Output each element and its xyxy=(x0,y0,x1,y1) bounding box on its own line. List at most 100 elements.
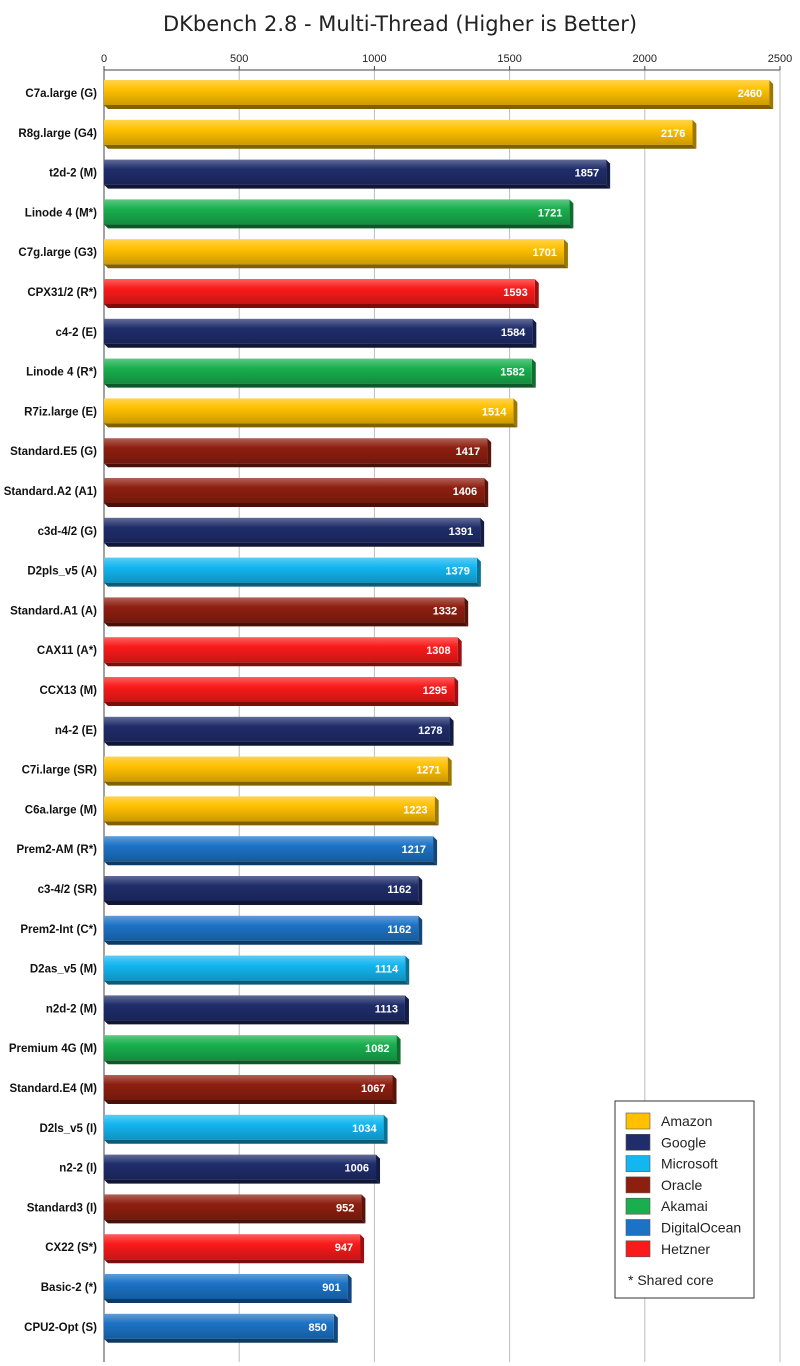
value-label: 1162 xyxy=(387,924,411,936)
value-label: 1271 xyxy=(416,765,440,777)
bar xyxy=(104,398,518,428)
bar-front-face xyxy=(104,1035,397,1061)
legend-swatch xyxy=(625,1197,651,1215)
legend-swatch xyxy=(625,1240,651,1258)
legend-item: Oracle xyxy=(625,1176,702,1194)
bar-front-face xyxy=(104,1313,334,1339)
legend-swatch xyxy=(625,1176,651,1194)
bar-side-face xyxy=(360,1234,365,1264)
category-label: R8g.large (G4) xyxy=(18,128,97,140)
value-label: 1584 xyxy=(501,327,526,339)
category-label: c3d-4/2 (G) xyxy=(38,526,98,538)
bar-side-face xyxy=(476,557,481,587)
x-tick-label: 0 xyxy=(101,53,107,65)
bar-bottom-face xyxy=(104,542,485,547)
category-label: n2d-2 (M) xyxy=(46,1003,97,1015)
legend-item: Google xyxy=(625,1134,706,1151)
value-label: 1082 xyxy=(365,1043,389,1055)
legend-items: Amazon Google Microsoft Oracle Akamai Digital… xyxy=(625,1112,741,1258)
bar-side-face xyxy=(480,517,485,547)
bar xyxy=(104,1313,338,1343)
bar xyxy=(104,597,469,627)
value-label: 1223 xyxy=(403,804,427,816)
bar-front-face xyxy=(104,1194,362,1220)
legend-item: Hetzner xyxy=(625,1240,710,1258)
bar-front-face xyxy=(104,955,406,981)
value-labels: 2460 2176 1857 1721 1701 1593 1584 1582 1514 1417… xyxy=(308,88,762,1334)
x-tick-label: 2000 xyxy=(633,53,657,65)
x-tick-label: 500 xyxy=(230,53,248,65)
bar xyxy=(104,478,489,507)
bar-bottom-face xyxy=(104,1100,397,1104)
bar-bottom-face xyxy=(104,741,454,746)
bar xyxy=(104,358,536,388)
bar xyxy=(104,1274,352,1303)
bar-side-face xyxy=(396,1035,401,1065)
bar xyxy=(104,1035,401,1065)
category-label: D2ls_v5 (I) xyxy=(39,1123,97,1135)
legend-label: DigitalOcean xyxy=(661,1220,741,1236)
value-label: 1332 xyxy=(433,605,457,617)
bars xyxy=(104,80,774,1343)
bar-front-face xyxy=(104,1274,348,1299)
bar-front-face xyxy=(104,1114,384,1140)
bar xyxy=(104,637,462,667)
bar-bottom-face xyxy=(104,1219,366,1224)
bar xyxy=(104,796,439,826)
value-label: 1278 xyxy=(418,725,442,737)
category-label: C6a.large (M) xyxy=(25,804,97,816)
bar-bottom-face xyxy=(104,1179,381,1184)
bar-side-face xyxy=(563,239,568,269)
category-label: Basic-2 (*) xyxy=(41,1282,97,1294)
bar-side-face xyxy=(449,716,454,746)
legend-item: Amazon xyxy=(625,1112,712,1130)
bar-side-face xyxy=(457,637,462,667)
bar xyxy=(104,119,697,149)
bar xyxy=(104,279,539,308)
bar-bottom-face xyxy=(104,1338,338,1343)
bar-bottom-face xyxy=(104,1060,401,1065)
bar xyxy=(104,1075,397,1104)
bar-bottom-face xyxy=(104,901,423,905)
bar-bottom-face xyxy=(104,304,539,308)
bar-front-face xyxy=(104,756,448,782)
bar xyxy=(104,159,611,189)
value-label: 952 xyxy=(336,1202,354,1214)
value-label: 1857 xyxy=(575,168,599,180)
category-label: Premium 4G (M) xyxy=(9,1043,97,1055)
category-label: c4-2 (E) xyxy=(55,327,97,339)
bar-side-face xyxy=(569,199,574,229)
bar-front-face xyxy=(104,836,434,862)
category-label: Prem2-AM (R*) xyxy=(16,844,97,856)
bar xyxy=(104,438,492,468)
bar-side-face xyxy=(418,915,423,945)
bar-bottom-face xyxy=(104,821,439,826)
legend-swatch xyxy=(625,1219,651,1236)
bar-side-face xyxy=(464,597,469,627)
bar-front-face xyxy=(104,1154,377,1180)
bar-front-face xyxy=(104,478,485,503)
bar-front-face xyxy=(104,119,693,145)
category-label: Standard.E5 (G) xyxy=(10,446,97,458)
bar xyxy=(104,995,409,1025)
category-label: Standard.A2 (A1) xyxy=(4,486,97,498)
value-label: 1406 xyxy=(453,486,477,498)
bar xyxy=(104,557,481,587)
value-label: 1308 xyxy=(426,645,450,657)
value-label: 1593 xyxy=(503,287,527,299)
category-label: Linode 4 (R*) xyxy=(26,367,97,379)
category-label: n2-2 (I) xyxy=(59,1163,97,1175)
legend: Amazon Google Microsoft Oracle Akamai Digital… xyxy=(614,1100,755,1299)
category-label: C7g.large (G3) xyxy=(18,247,97,259)
category-label: C7a.large (G) xyxy=(25,88,97,100)
value-label: 2176 xyxy=(661,128,685,140)
bar-bottom-face xyxy=(104,1299,352,1303)
value-label: 1113 xyxy=(375,1003,398,1015)
bar-side-face xyxy=(531,358,536,388)
legend-item: Akamai xyxy=(625,1197,708,1215)
bar-front-face xyxy=(104,398,514,424)
bar-front-face xyxy=(104,876,419,901)
value-label: 1514 xyxy=(482,406,507,418)
bar-bottom-face xyxy=(104,662,462,667)
bar-front-face xyxy=(104,597,465,623)
